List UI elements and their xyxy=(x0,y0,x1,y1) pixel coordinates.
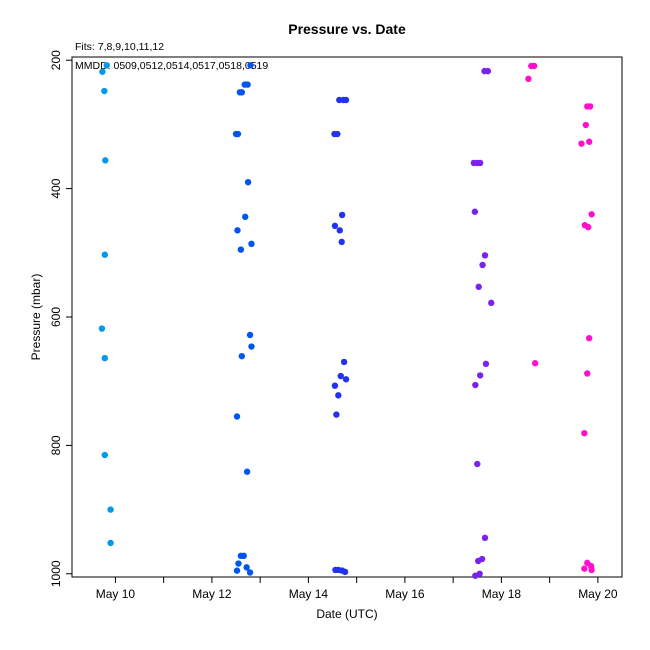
data-point-series-2 xyxy=(234,130,242,138)
data-point-series-4 xyxy=(478,555,486,563)
data-point-series-1 xyxy=(101,354,109,362)
data-point-series-1 xyxy=(107,506,114,513)
x-tick-label: May 18 xyxy=(482,587,522,601)
x-tick-label: May 12 xyxy=(192,587,232,601)
data-point-series-2 xyxy=(233,413,241,420)
data-point-series-3 xyxy=(333,411,340,418)
data-point-series-3 xyxy=(337,372,344,380)
data-point-series-2 xyxy=(237,246,245,253)
data-point-series-3 xyxy=(340,358,348,366)
data-point-series-2 xyxy=(243,468,251,475)
data-point-series-5 xyxy=(585,334,593,342)
data-point-series-4 xyxy=(472,572,479,579)
data-point-series-2 xyxy=(238,89,246,96)
data-point-series-4 xyxy=(482,360,490,368)
y-axis: 200 400 600 800 1000 xyxy=(49,50,72,587)
data-point-series-5 xyxy=(588,211,595,218)
data-point-series-2 xyxy=(242,213,249,221)
x-tick-label: May 10 xyxy=(96,587,136,601)
y-tick-label: 800 xyxy=(49,435,63,455)
data-point-series-5 xyxy=(585,223,592,231)
data-point-series-1 xyxy=(107,539,114,547)
data-point-series-3 xyxy=(342,376,350,383)
data-point-series-2 xyxy=(247,62,254,69)
data-point-series-4 xyxy=(476,372,484,379)
y-tick-label: 200 xyxy=(49,50,63,70)
data-point-series-5 xyxy=(582,121,590,129)
data-point-series-5 xyxy=(581,429,588,437)
y-tick-label: 400 xyxy=(49,178,63,198)
data-point-series-5 xyxy=(586,103,594,110)
data-point-series-3 xyxy=(335,392,342,399)
data-point-series-5 xyxy=(578,140,585,147)
data-point-series-4 xyxy=(484,67,492,75)
chart-title: Pressure vs. Date xyxy=(288,21,406,37)
data-point-series-5 xyxy=(531,360,539,367)
x-axis-label: Date (UTC) xyxy=(316,607,377,621)
x-axis: May 10 May 12 May 14 May 16 May 18 May 20 xyxy=(96,577,618,601)
data-point-series-2 xyxy=(235,560,242,567)
data-point-series-3 xyxy=(331,382,339,389)
data-point-series-4 xyxy=(481,534,489,542)
y-tick-label: 1000 xyxy=(49,560,63,587)
x-tick-label: May 16 xyxy=(385,587,425,601)
data-point-series-1 xyxy=(98,325,106,332)
data-point-series-4 xyxy=(475,283,482,291)
x-tick-label: May 14 xyxy=(289,587,329,601)
fits-note: Fits: 7,8,9,10,11,12 xyxy=(75,41,164,53)
data-point-series-2 xyxy=(234,227,241,234)
data-point-series-3 xyxy=(334,130,341,138)
data-point-series-1 xyxy=(103,62,110,69)
data-point-series-3 xyxy=(338,211,346,219)
data-point-series-5 xyxy=(530,62,538,70)
plot-area xyxy=(71,56,623,578)
x-tick-label: May 20 xyxy=(578,587,618,601)
data-point-series-5 xyxy=(585,138,593,145)
data-points xyxy=(98,62,595,579)
data-point-series-5 xyxy=(588,566,595,574)
data-point-series-4 xyxy=(471,208,479,215)
data-point-series-5 xyxy=(584,370,591,377)
data-point-series-4 xyxy=(476,159,484,167)
data-point-series-5 xyxy=(581,565,588,572)
data-point-series-2 xyxy=(248,240,255,248)
data-point-series-3 xyxy=(342,96,350,104)
data-point-series-2 xyxy=(244,81,251,88)
data-point-series-5 xyxy=(525,75,532,83)
data-point-series-2 xyxy=(246,331,254,339)
data-point-series-2 xyxy=(246,569,254,576)
data-point-series-2 xyxy=(238,352,246,360)
data-point-series-1 xyxy=(101,87,108,95)
data-point-series-3 xyxy=(341,568,349,576)
data-point-series-4 xyxy=(474,460,481,468)
data-point-series-2 xyxy=(233,567,241,574)
data-point-series-1 xyxy=(101,451,109,459)
data-point-series-2 xyxy=(244,178,252,186)
mmdd-note: MMDD: 0509,0512,0514,0517,0518,0519 xyxy=(75,60,268,72)
data-point-series-1 xyxy=(102,157,109,164)
y-tick-label: 600 xyxy=(49,307,63,327)
data-point-series-4 xyxy=(488,299,495,307)
data-point-series-1 xyxy=(99,68,106,75)
data-point-series-3 xyxy=(338,238,345,246)
data-point-series-2 xyxy=(240,552,247,560)
y-axis-label: Pressure (mbar) xyxy=(29,274,43,361)
data-point-series-4 xyxy=(481,252,489,259)
data-point-series-3 xyxy=(336,227,343,234)
data-point-series-4 xyxy=(479,261,486,269)
data-point-series-2 xyxy=(248,343,255,350)
data-point-series-4 xyxy=(472,381,479,389)
data-point-series-1 xyxy=(101,251,109,258)
data-point-series-2 xyxy=(243,564,250,571)
data-point-series-3 xyxy=(331,222,339,230)
